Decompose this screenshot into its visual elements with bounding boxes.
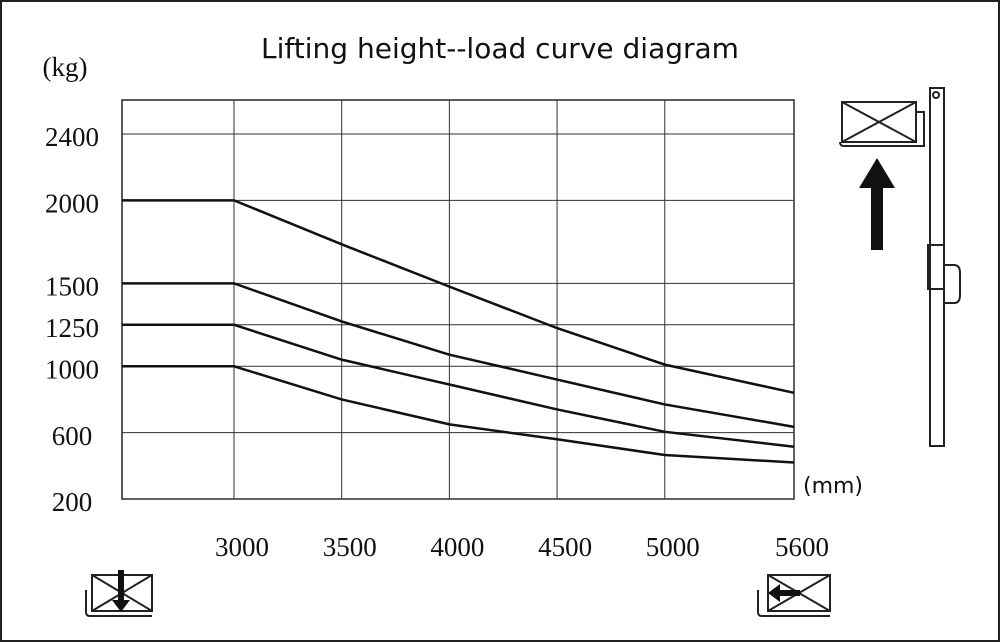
plot-frame — [121, 99, 795, 500]
y-axis-label: (kg) — [43, 52, 88, 82]
x-tick-label: 5600 — [775, 532, 829, 562]
y-tick-label: 200 — [52, 487, 93, 517]
x-tick-label: 3500 — [323, 532, 377, 562]
y-tick-label: 1000 — [45, 354, 99, 384]
y-tick-label: 2000 — [45, 189, 99, 219]
x-axis-label: (mm) — [803, 474, 863, 499]
x-tick-label: 3000 — [215, 532, 269, 562]
chart-title: Lifting height--load curve diagram — [261, 32, 739, 65]
y-tick-label: 2400 — [45, 122, 99, 152]
down-arrow-icon — [112, 570, 130, 612]
load-curve — [122, 199, 795, 395]
mast-icon — [839, 87, 961, 447]
y-tick-label: 1500 — [45, 272, 99, 302]
load-curve — [122, 365, 795, 464]
x-tick-label: 4500 — [538, 532, 592, 562]
y-tick-label: 600 — [52, 421, 93, 451]
load-curve — [122, 323, 795, 448]
y-tick-label: 1250 — [45, 313, 99, 343]
x-tick-label: 5000 — [646, 532, 700, 562]
x-tick-label: 4000 — [430, 532, 484, 562]
load-curve — [122, 282, 795, 429]
left-arrow-icon — [768, 584, 800, 602]
arrow-icon — [859, 158, 895, 250]
